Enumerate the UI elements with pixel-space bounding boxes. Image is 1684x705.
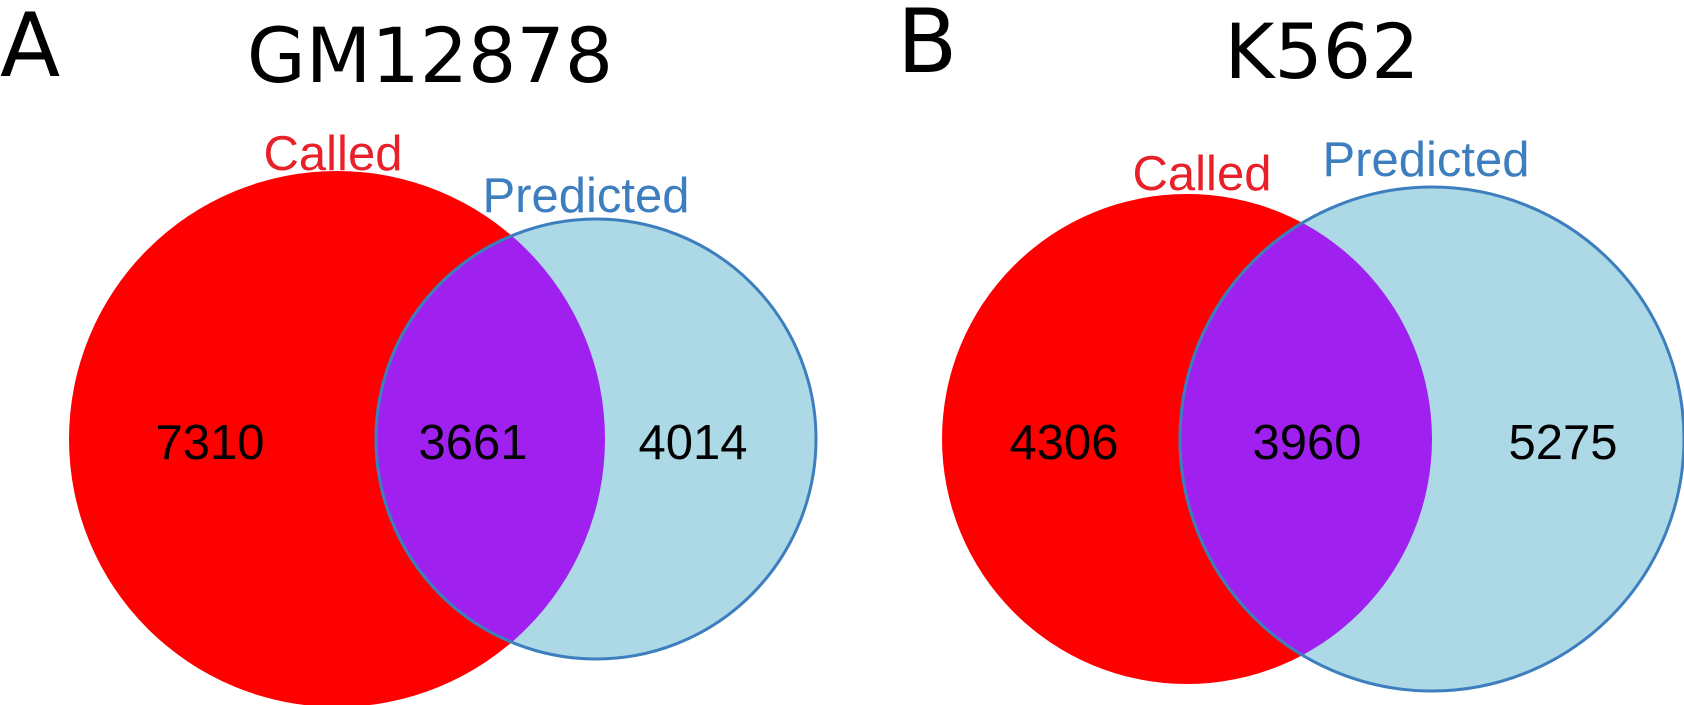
panel-title-b: K562 <box>1225 7 1420 96</box>
panel-letter-a: A <box>0 0 60 97</box>
called-label-b: Called <box>1133 147 1272 201</box>
called-only-count-b: 4306 <box>1009 416 1118 470</box>
predicted-outline-b <box>1178 194 1432 684</box>
venn-panel-b: B K562 Called Predicted 4306 3960 5275 <box>897 0 1684 693</box>
predicted-only-count-b: 5275 <box>1508 416 1617 470</box>
predicted-label-b: Predicted <box>1322 133 1529 187</box>
called-only-count-a: 7310 <box>155 416 264 470</box>
predicted-only-count-a: 4014 <box>638 416 747 470</box>
overlap-region-b <box>1180 194 1432 684</box>
called-label-a: Called <box>264 127 403 181</box>
panel-letter-b: B <box>897 0 957 93</box>
overlap-region-a <box>376 219 605 659</box>
venn-panel-a: A GM12878 Called Predicted 7310 3661 401… <box>0 0 818 705</box>
overlap-count-b: 3960 <box>1252 416 1361 470</box>
predicted-label-a: Predicted <box>482 169 689 223</box>
overlap-count-a: 3661 <box>418 416 527 470</box>
panel-title-a: GM12878 <box>247 11 613 100</box>
